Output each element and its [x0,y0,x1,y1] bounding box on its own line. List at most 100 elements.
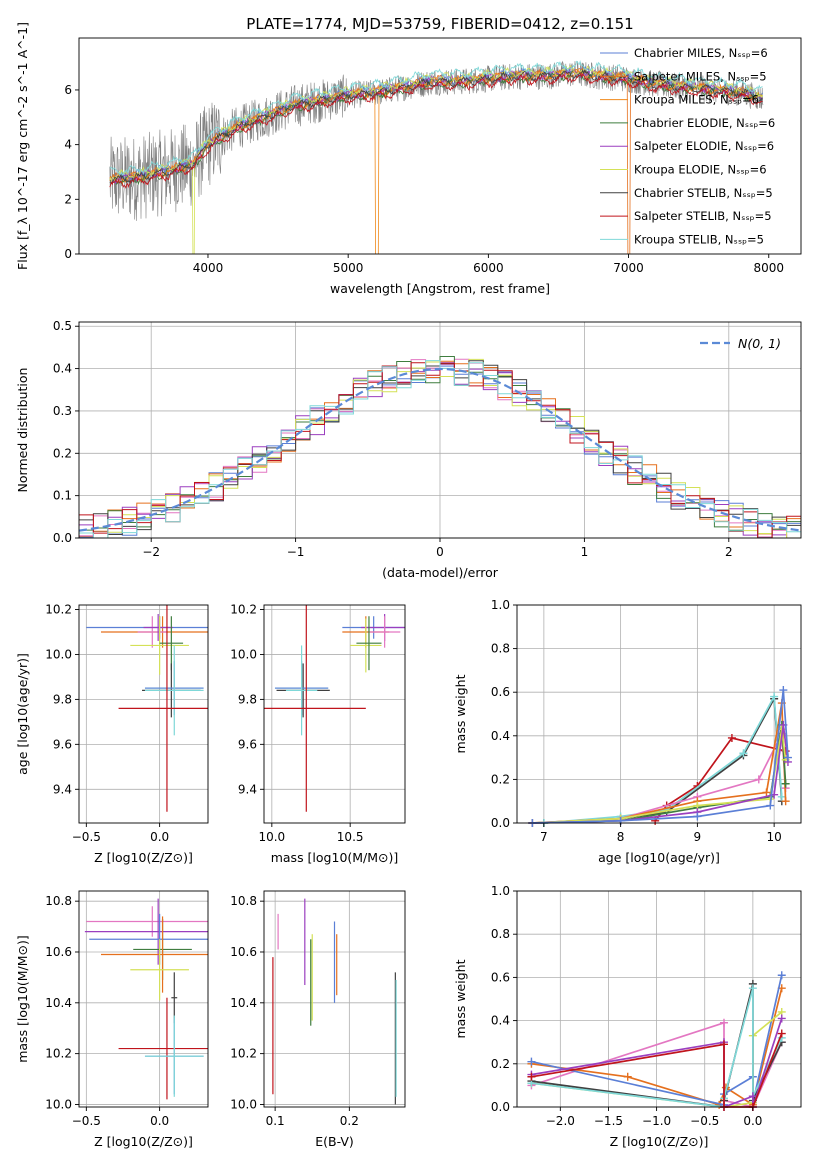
mass-Z-ytick-label: 10.6 [45,945,72,959]
mass-EBV-marks [272,898,397,1105]
age-mass-ytick-label: 9.8 [238,692,257,706]
gaussian-legend-label: N(0, 1) [738,336,781,351]
spectrum-xlabel: wavelength [Angstrom, rest frame] [330,281,550,296]
legend-label: Chabrier STELIB, Nₛₛₚ=5 [634,186,773,200]
weight-age-xtick-label: 10 [766,830,781,844]
weight-age-xtick-label: 7 [540,830,548,844]
age-mass-marks [264,605,405,812]
residuals-xtick-label: −1 [287,545,305,559]
mass-Z-marks [84,898,208,1100]
weight-line [531,1018,783,1109]
age-Z-marks [86,605,208,812]
weight-Z-ytick-label: 1.0 [491,884,510,898]
weight-marker [781,779,790,788]
residuals-xtick-label: −2 [142,545,160,559]
residual-hist [79,360,801,538]
mass-EBV-ytick-label: 10.2 [230,1047,257,1061]
age-Z-ytick-label: 9.8 [53,692,72,706]
weight-marker [719,1018,728,1027]
weight-marker [693,812,702,821]
weight-age-xlabel: age [log10(age/yr)] [598,850,720,865]
mass-Z-plot [79,891,208,1107]
age-Z-ytick-label: 10.0 [45,647,72,661]
mass-EBV-frame [263,890,406,1108]
mass-Z-xtick-label: 0.0 [150,1114,169,1128]
legend-label: Kroupa MILES, Nₛₛₚ=6 [634,93,759,107]
legend-label: Salpeter ELODIE, Nₛₛₚ=6 [634,139,774,153]
residuals-marks [79,356,801,538]
spectrum-marks [109,60,764,254]
weight-age-xtick-label: 8 [617,830,625,844]
mass-EBV-xlabel: E(B-V) [315,1134,354,1149]
residuals-ylabel: Normed distribution [15,368,30,493]
weight-Z-ytick-label: 0.2 [491,1057,510,1071]
age-Z-ytick-label: 9.4 [53,782,72,796]
spectrum-data [109,60,764,221]
weight-marker [777,1029,786,1038]
spectrum-model-line [109,71,763,189]
age-mass-frame [263,604,406,824]
age-Z-frame [78,604,209,824]
weight-marker [748,1092,757,1101]
weight-line [543,693,783,824]
spectrum-model-line [109,60,763,177]
weight-age-ylabel: mass weight [453,674,468,753]
age-Z-ytick-label: 9.6 [53,737,72,751]
weight-marker [748,984,757,993]
weight-marker [777,1014,786,1023]
weight-marker [527,1057,536,1066]
residuals-ytick-label: 0.1 [53,489,72,503]
mass-Z-frame [78,890,209,1108]
legend-label: Chabrier MILES, Nₛₛₚ=6 [634,46,768,60]
age-mass-ytick-label: 9.4 [238,782,257,796]
weight-marker [727,733,736,742]
mass-Z-ytick-label: 10.0 [45,1097,72,1111]
weight-marker [527,1072,536,1081]
mass-Z-ylabel: mass [log10(M/M⊙)] [15,935,30,1063]
legend-label: Kroupa ELODIE, Nₛₛₚ=6 [634,163,767,177]
weight-line [532,689,789,824]
weight-marker [754,775,763,784]
weight-age-xtick-label: 9 [694,830,702,844]
spectrum-xtick-label: 6000 [473,261,504,275]
spectrum-ytick-label: 2 [64,192,72,206]
spectrum-ytick-label: 4 [64,138,72,152]
age-mass-xtick-label: 10.5 [337,830,364,844]
weight-marker [770,692,779,701]
weight-marker [779,686,788,695]
weight-age-ytick-label: 0.2 [491,772,510,786]
spectrum-xtick-label: 7000 [613,261,644,275]
residuals-ytick-label: 0.0 [53,531,72,545]
weight-line [531,987,783,1108]
weight-age-plot [517,604,801,824]
legend-label: Chabrier ELODIE, Nₛₛₚ=6 [634,116,775,130]
mass-Z-ytick-label: 10.4 [45,996,72,1010]
weight-Z-xtick-label: −1.5 [594,1114,623,1128]
residuals-xlabel: (data-model)/error [382,565,499,580]
weight-Z-ytick-label: 0.8 [491,927,510,941]
weight-Z-xlabel: Z [log10(Z/Z⊙)] [610,1134,709,1149]
weight-marker [766,801,775,810]
mass-EBV-xtick-label: 0.2 [340,1114,359,1128]
gaussian-curve [79,367,801,532]
figure-title: PLATE=1774, MJD=53759, FIBERID=0412, z=0… [246,15,633,33]
weight-marker [762,788,771,797]
residuals-xtick-label: 0 [436,545,444,559]
age-mass-ytick-label: 10.2 [230,602,257,616]
legend-label: Salpeter STELIB, Nₛₛₚ=5 [634,209,772,223]
age-mass-xtick-label: 10.0 [258,830,285,844]
residuals-ytick-label: 0.5 [53,319,72,333]
mass-EBV-xtick-label: 0.1 [266,1114,285,1128]
weight-Z-ytick-label: 0.4 [491,1014,510,1028]
weight-Z-xtick-label: −2.0 [546,1114,575,1128]
age-mass-ytick-label: 9.6 [238,737,257,751]
weight-Z-ylabel: mass weight [453,959,468,1038]
weight-marker [623,1072,632,1081]
weight-age-ytick-label: 0.0 [491,816,510,830]
weight-line [543,695,783,824]
mass-Z-xlabel: Z [log10(Z/Z⊙)] [94,1134,193,1149]
residuals-ytick-label: 0.3 [53,404,72,418]
mass-EBV-ytick-label: 10.4 [230,996,257,1010]
weight-marker [719,1040,728,1049]
